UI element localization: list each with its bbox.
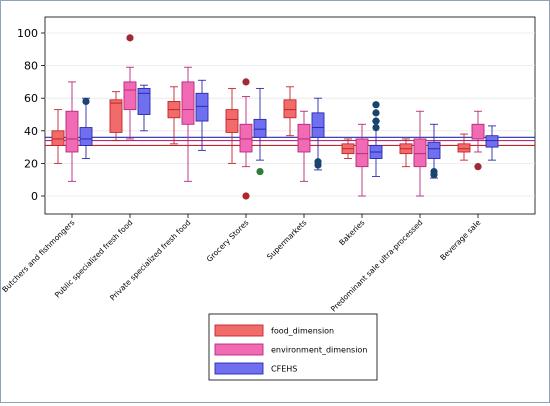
box-body	[51, 130, 65, 146]
box-body	[137, 87, 151, 115]
legend-label-environment: environment_dimension	[271, 346, 367, 355]
y-tick-label-80: 80	[24, 60, 38, 73]
box-body	[79, 127, 93, 146]
x-category-label-3: Grocery Stores	[205, 218, 251, 264]
y-axis: 0 20 40 60 80 100	[17, 27, 45, 203]
box-0-1	[109, 91, 123, 142]
box-1-2	[181, 66, 195, 182]
box-body	[485, 135, 499, 148]
box-body	[471, 123, 485, 140]
box-2-0	[79, 97, 93, 159]
outlier-0	[256, 167, 264, 176]
box-1-3	[239, 78, 253, 200]
box-body	[311, 112, 325, 138]
outlier-1	[372, 117, 380, 125]
box-body	[297, 123, 311, 153]
y-tick-label-40: 40	[24, 125, 38, 138]
box-body	[195, 92, 209, 122]
box-body	[109, 99, 123, 133]
box-1-7	[471, 110, 485, 171]
box-2-2	[195, 79, 209, 151]
outlier-1	[314, 158, 322, 166]
box-1-4	[297, 110, 311, 182]
box-0-3	[225, 87, 239, 164]
y-tick-label-20: 20	[24, 157, 38, 170]
y-tick-label-60: 60	[24, 92, 38, 105]
outlier-0	[474, 163, 482, 171]
box-body	[65, 110, 79, 153]
outlier-0	[82, 97, 90, 106]
outlier-1	[242, 78, 250, 86]
box-2-1	[137, 84, 151, 132]
box-0-4	[283, 86, 297, 137]
outlier-0	[126, 34, 134, 42]
box-2-4	[311, 97, 325, 171]
y-tick-label-100: 100	[17, 27, 38, 40]
box-0-7	[457, 133, 471, 161]
x-category-label-4: Supermarkets	[265, 218, 308, 261]
box-body	[123, 81, 137, 111]
legend: food_dimension environment_dimension CFE…	[208, 313, 378, 381]
gridlines	[45, 32, 535, 197]
y-tick-label-0: 0	[31, 190, 38, 203]
box-body	[427, 141, 441, 159]
legend-swatch-food	[214, 324, 264, 337]
box-0-2	[167, 86, 181, 145]
box-1-1	[123, 34, 137, 140]
x-category-label-6: Predominant sale ultra-processed	[329, 218, 425, 314]
box-0-5	[341, 138, 355, 159]
boxes	[51, 34, 499, 200]
reference-lines	[45, 136, 535, 147]
outlier-0	[242, 192, 250, 200]
box-body	[355, 138, 369, 168]
legend-label-food: food_dimension	[271, 327, 334, 336]
box-2-6	[427, 123, 441, 179]
x-category-label-5: Bakeries	[337, 218, 366, 247]
x-category-label-7: Beverage sale	[438, 218, 482, 262]
box-body	[413, 138, 427, 168]
box-1-5	[355, 123, 369, 197]
box-body	[253, 118, 267, 138]
outlier-3	[372, 101, 380, 109]
box-1-0	[65, 81, 79, 182]
box-body	[457, 143, 471, 153]
outlier-1	[430, 167, 438, 176]
box-1-6	[413, 110, 427, 197]
box-body	[283, 99, 297, 119]
box-body	[225, 109, 239, 133]
box-0-0	[51, 109, 65, 164]
legend-label-cfehs: CFEHS	[271, 365, 297, 374]
box-0-6	[399, 138, 413, 168]
box-body	[181, 81, 195, 125]
legend-swatch-environment	[214, 343, 264, 356]
legend-swatch-cfehs	[214, 362, 264, 375]
box-body	[239, 123, 253, 153]
outlier-0	[372, 123, 380, 132]
box-2-7	[485, 125, 499, 161]
box-2-3	[253, 87, 267, 176]
outlier-2	[372, 109, 380, 117]
box-2-5	[369, 101, 383, 177]
